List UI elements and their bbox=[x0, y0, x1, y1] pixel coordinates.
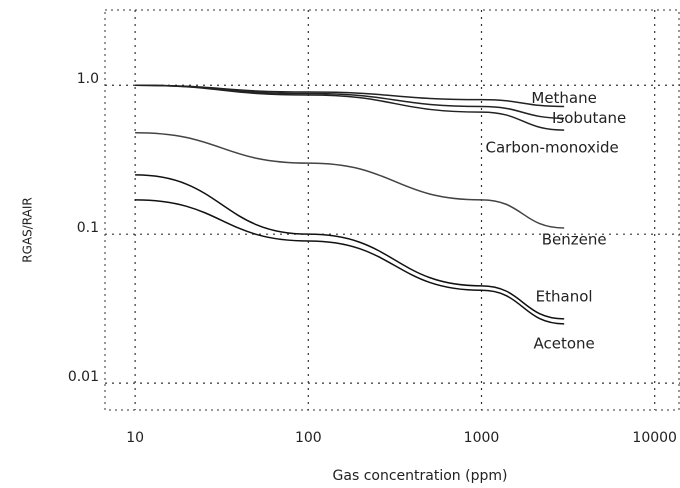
y-tick-label: 1.0 bbox=[77, 71, 99, 87]
x-tick-label: 1000 bbox=[464, 430, 500, 446]
series-label: Carbon-monoxide bbox=[486, 139, 619, 157]
series-line bbox=[135, 200, 564, 324]
x-axis-label: Gas concentration (ppm) bbox=[333, 468, 508, 484]
y-tick-label: 0.1 bbox=[77, 220, 99, 236]
series-label: Acetone bbox=[533, 334, 594, 352]
x-tick-label: 100 bbox=[295, 430, 322, 446]
series-label: Ethanol bbox=[536, 287, 593, 305]
series-label: Benzene bbox=[542, 231, 607, 249]
y-axis-label: RGAS/RAIR bbox=[21, 197, 35, 262]
series-label: Methane bbox=[531, 89, 597, 107]
x-tick-label: 10000 bbox=[632, 430, 677, 446]
y-tick-label: 0.01 bbox=[68, 369, 99, 385]
series-label: Isobutane bbox=[552, 109, 626, 127]
series-line bbox=[135, 175, 564, 319]
x-tick-label: 10 bbox=[126, 430, 144, 446]
chart: Gas concentration (ppm) RGAS/RAIR 10 100 1… bbox=[0, 0, 680, 488]
